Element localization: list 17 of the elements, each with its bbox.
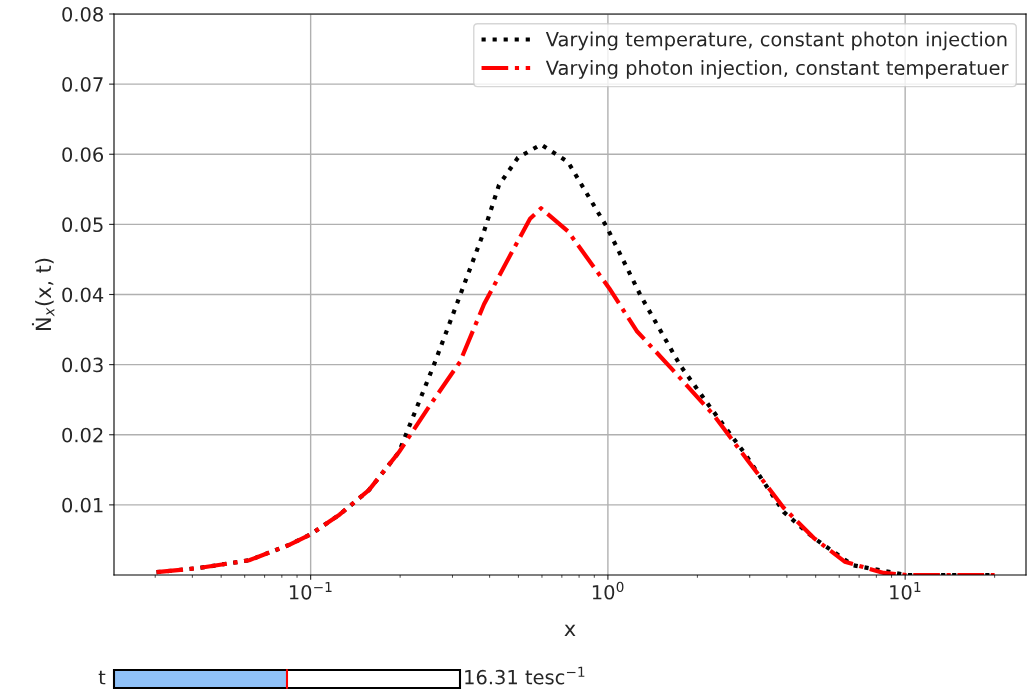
legend-label: Varying photon injection, constant temperatuer xyxy=(545,60,1009,79)
x-axis-title: x xyxy=(564,624,576,637)
y-tick-label: 0.04 xyxy=(62,287,104,303)
y-tick-label: 0.01 xyxy=(62,497,103,513)
y-tick-label: 0.06 xyxy=(62,147,104,162)
y-tick-label: 0.03 xyxy=(62,357,103,373)
y-tick-label: 0.08 xyxy=(62,6,103,22)
legend-label: Varying temperature, constant photon injection xyxy=(545,31,1007,51)
text: 16.31 tesc$^{−1}$ xyxy=(465,666,585,685)
y-tick-label: 0.05 xyxy=(62,217,103,233)
text: t xyxy=(98,670,106,685)
x-tick-label: 10$^{0}$ xyxy=(592,581,624,600)
x-tick-label: 10$^{−1}$ xyxy=(289,582,332,600)
y-tick-label: 0.02 xyxy=(62,427,103,443)
y-axis-title: Ṅ$_{x}$(x, t) xyxy=(31,258,55,330)
x-tick-label: 10$^{1}$ xyxy=(890,582,921,600)
y-tick-label: 0.07 xyxy=(62,77,103,92)
